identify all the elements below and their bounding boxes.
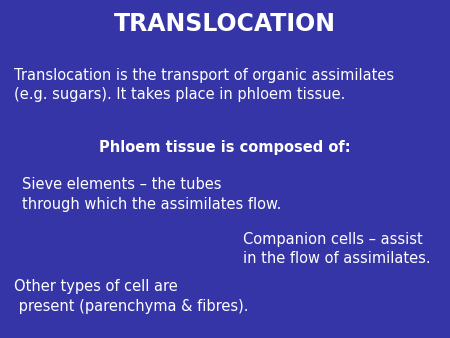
Text: Phloem tissue is composed of:: Phloem tissue is composed of: — [99, 140, 351, 155]
Text: Other types of cell are
 present (parenchyma & fibres).: Other types of cell are present (parench… — [14, 279, 248, 314]
Text: TRANSLOCATION: TRANSLOCATION — [114, 12, 336, 36]
Text: Sieve elements – the tubes
through which the assimilates flow.: Sieve elements – the tubes through which… — [22, 177, 282, 212]
Text: Translocation is the transport of organic assimilates
(e.g. sugars). It takes pl: Translocation is the transport of organi… — [14, 68, 394, 102]
Text: Companion cells – assist
in the flow of assimilates.: Companion cells – assist in the flow of … — [243, 232, 431, 266]
